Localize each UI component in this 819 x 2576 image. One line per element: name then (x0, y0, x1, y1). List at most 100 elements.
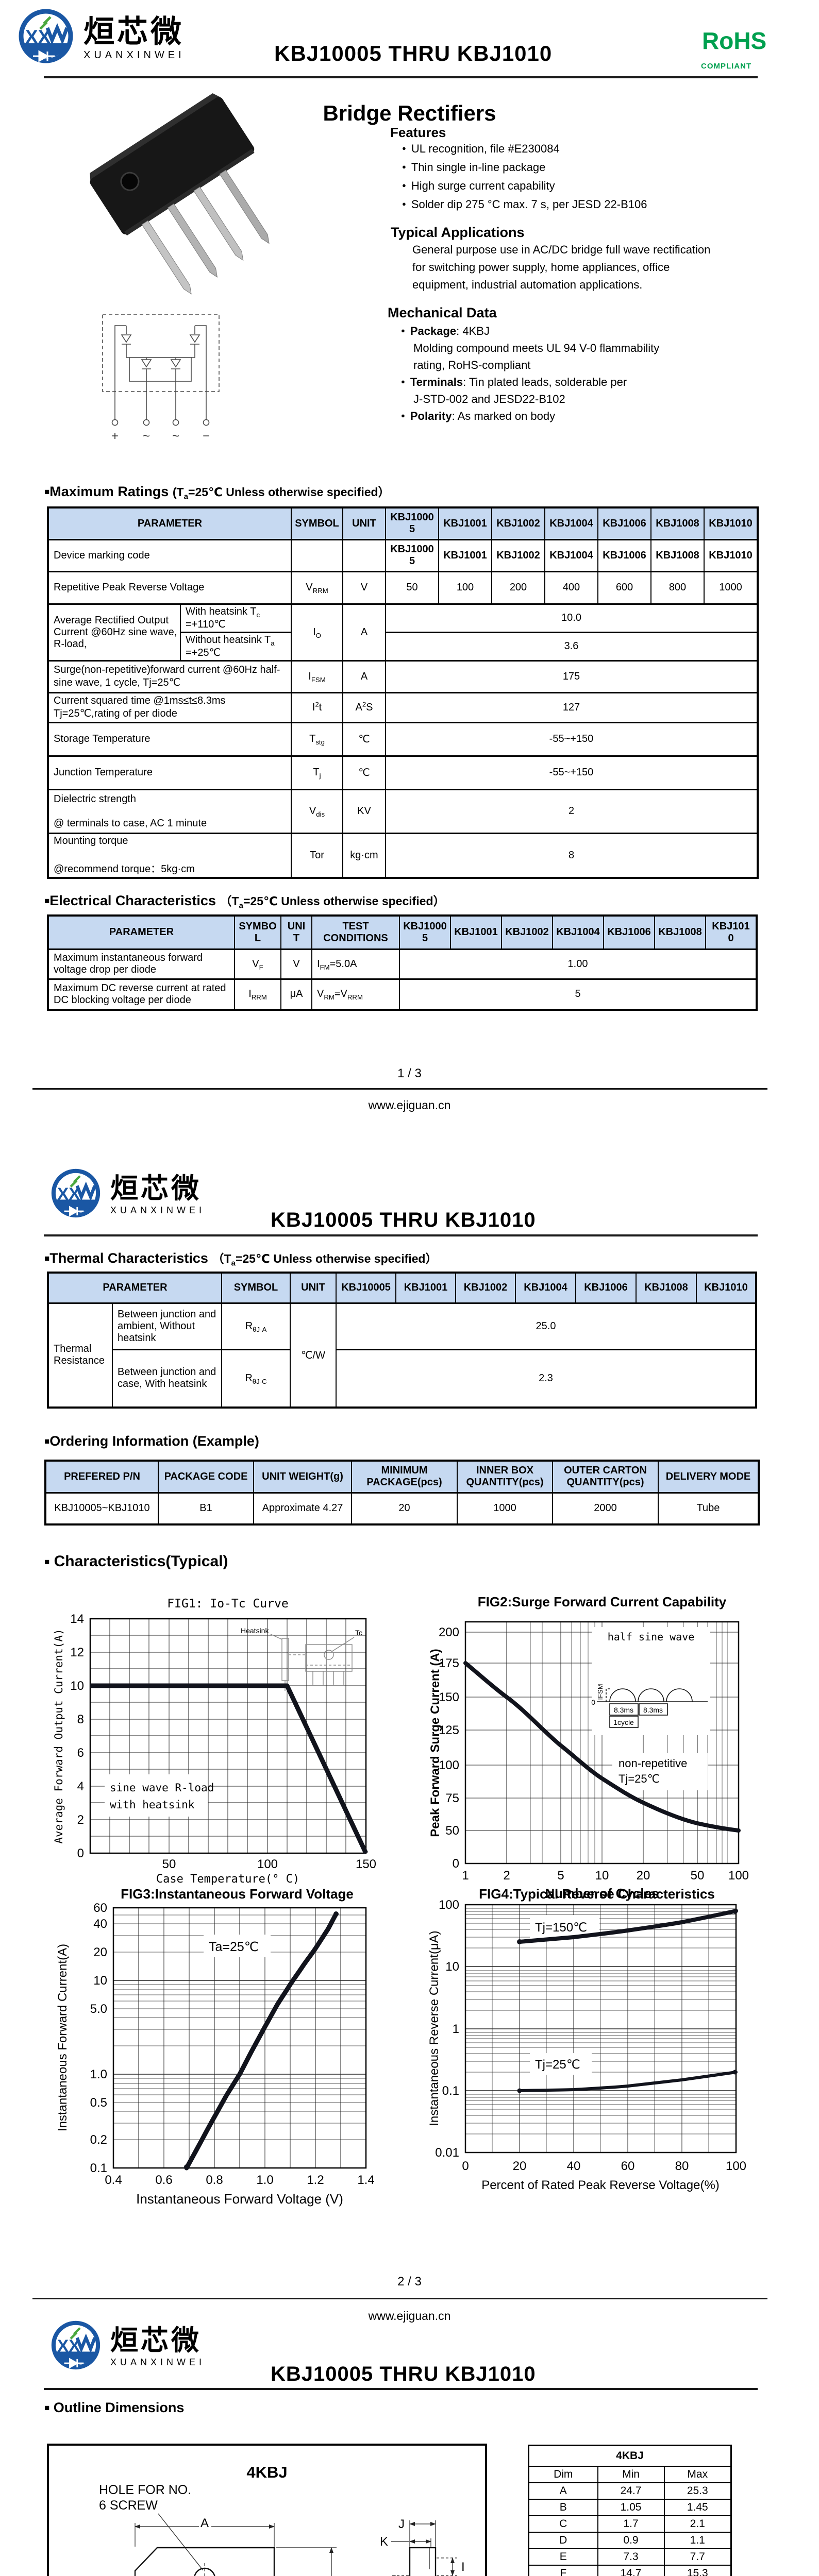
fig3-xlabel: Instantaneous Forward Voltage (V) (136, 2191, 343, 2207)
fig4-ytick: 1 (453, 2022, 459, 2036)
pin-label-ac2: ~ (172, 429, 179, 443)
svg-text:J: J (398, 2517, 405, 2531)
fig3-ytick: 0.2 (90, 2133, 107, 2147)
feature-item: ● UL recognition, file #E230084 (402, 142, 560, 155)
svg-text:A: A (200, 2516, 209, 2530)
fig1-xtick: 150 (356, 1857, 376, 1871)
fig4-ytick: 100 (439, 1898, 459, 1912)
fig1-io-tc-chart: FIG1: Io-Tc Curve Heatsink Tc sine wave … (53, 1597, 376, 1886)
doc-title: KBJ10005 THRU KBJ1010 (271, 2363, 536, 2385)
table-header-row: PARAMETER SYMBOL UNIT KBJ10005 KBJ1001 KB… (47, 1272, 757, 1304)
thermal-table: PARAMETER SYMBOL UNIT KBJ10005 KBJ1001 KB… (47, 1272, 757, 1409)
mech-terminals-line: J-STD-002 and JESD22-B102 (413, 393, 565, 405)
fig4-ylabel: Instantaneous Reverse Current(μA) (427, 1930, 441, 2126)
fig2-ytick: 75 (445, 1791, 459, 1805)
header-rule (44, 2388, 758, 2390)
fig3-xtick: 0.6 (155, 2173, 172, 2187)
table-row: F 14.7 15.3 (528, 2564, 732, 2576)
fig2-curve-ifsm (463, 1661, 741, 1833)
brand-logo-mark: XX (19, 9, 73, 63)
pin-label-minus: − (203, 429, 210, 443)
fig4-xtick: 0 (462, 2159, 469, 2173)
brand-logo-mark: XX (51, 2320, 101, 2370)
feature-item: ● Thin single in-line package (402, 161, 546, 174)
front-view (134, 2547, 275, 2576)
fig1-ytick: 12 (70, 1646, 84, 1659)
section-characteristics: ■ Characteristics(Typical) (44, 1553, 228, 1570)
fig2-xtick: 1 (462, 1869, 469, 1883)
section-thermal: ■Thermal Characteristics （Ta=25℃ Unless … (44, 1250, 438, 1268)
bullet-icon: ● (401, 378, 405, 385)
pin-label-plus: + (111, 429, 119, 443)
dimension-labels: A B C D E E E F G H N J K I O L M (199, 2516, 465, 2574)
page-number: 1 / 3 (397, 1066, 422, 1080)
brand-name-en: XUANXINWEI (110, 2357, 206, 2367)
page-number: 2 / 3 (397, 2275, 422, 2289)
fig3-xtick: 0.8 (206, 2173, 223, 2187)
fig4-curve-tj150 (517, 1909, 738, 1944)
fig2-xtick: 100 (728, 1869, 749, 1883)
fig3-xtick: 0.4 (105, 2173, 122, 2187)
fig3-ytick: 0.5 (90, 2096, 107, 2110)
applications-title: Typical Applications (391, 225, 525, 240)
product-photo (90, 93, 270, 295)
fig1-ytick: 14 (70, 1612, 84, 1626)
website-link: www.ejiguan.cn (368, 2309, 451, 2323)
fig3-ytick: 40 (93, 1917, 107, 1931)
mech-item-polarity: ● Polarity: As marked on body (401, 410, 556, 422)
rohs-badge: RoHS (702, 27, 767, 54)
fig3-ylabel: Instantaneous Forward Current(A) (56, 1944, 70, 2131)
fig4-xtick: 40 (567, 2159, 581, 2173)
bullet-icon: ● (402, 200, 406, 208)
fig4-note-tj150: Tj=150℃ (535, 1921, 587, 1935)
fig2-xtick: 2 (503, 1869, 510, 1883)
fig1-title: FIG1: Io-Tc Curve (167, 1597, 288, 1611)
fig1-xtick: 50 (162, 1857, 176, 1871)
fig1-inset-label-tc: Tc (355, 1629, 362, 1637)
footer-rule (32, 2298, 767, 2299)
fig3-title: FIG3:Instantaneous Forward Voltage (121, 1886, 354, 1902)
table-row: Maximum instantaneous forward voltage dr… (47, 948, 757, 980)
fig2-ytick: 125 (439, 1723, 459, 1737)
fig2-ytick: 200 (439, 1625, 459, 1639)
fig3-ytick: 0.1 (90, 2161, 107, 2175)
outline-package-name: 4KBJ (246, 2463, 287, 2481)
fig3-xtick: 1.2 (307, 2173, 324, 2187)
fig4-note-tj25: Tj=25℃ (535, 2058, 580, 2072)
fig4-xtick: 80 (675, 2159, 689, 2173)
applications-line: equipment, industrial automation applica… (412, 278, 643, 291)
fig4-title: FIG4:Typical Reverse Characteristics (479, 1886, 715, 1902)
fig4-curve-tj25 (518, 2071, 738, 2092)
side-view (409, 2547, 437, 2576)
table-row: Surge(non-repetitive)forward current @60… (47, 659, 758, 693)
brand-name-en: XUANXINWEI (110, 1205, 206, 1215)
fig1-ytick: 2 (77, 1813, 84, 1827)
fig1-inset-label-heatsink: Heatsink (241, 1626, 269, 1635)
website-link: www.ejiguan.cn (368, 1098, 451, 1112)
brand-name-cn: 烜芯微 (83, 14, 184, 49)
table-row: Without heatsink Ta =+25℃ 3.6 (48, 631, 758, 662)
fig1-ytick: 4 (77, 1780, 84, 1793)
outline-drawing: 4KBJ HOLE FOR NO. 6 SCREW + ~ ~ − (99, 2463, 465, 2576)
fig2-ytick: 0 (453, 1857, 459, 1871)
brand-logo: XX 烜芯微 XUANXINWEI (47, 1165, 205, 1225)
fig1-xtick: 100 (257, 1857, 278, 1871)
table-header-row: PARAMETER SYMBOL UNIT KBJ10005 KBJ1001 KB… (47, 506, 758, 540)
table-row: KBJ10005~KBJ1010 B1 Approximate 4.27 20 … (45, 1492, 759, 1526)
section-outline: ■ Outline Dimensions (44, 2400, 185, 2415)
fig2-title: FIG2:Surge Forward Current Capability (478, 1594, 727, 1609)
fig2-xtick: 50 (691, 1869, 705, 1883)
fig1-ytick: 6 (77, 1746, 84, 1760)
mechanical-title: Mechanical Data (388, 305, 497, 320)
fig3-forward-voltage-chart: FIG3:Instantaneous Forward Voltage Ta=25… (56, 1886, 375, 2207)
outline-drawing-box: 4KBJ HOLE FOR NO. 6 SCREW + ~ ~ − (47, 2444, 487, 2576)
fig3-xtick: 1.4 (357, 2173, 374, 2187)
diode-icon (33, 50, 55, 62)
brand-name-cn: 烜芯微 (110, 2325, 202, 2357)
applications-line: for switching power supply, home applian… (412, 261, 670, 274)
ordering-table: PREFERED P/N PACKAGE CODE UNIT WEIGHT(g)… (44, 1460, 760, 1526)
section-electrical: ■Electrical Characteristics （Ta=25℃ Unle… (44, 893, 445, 910)
brand-name-cn: 烜芯微 (110, 1173, 202, 1205)
fig2-note-tj: Tj=25℃ (619, 1772, 660, 1785)
fig2-ytick: 50 (445, 1824, 459, 1838)
